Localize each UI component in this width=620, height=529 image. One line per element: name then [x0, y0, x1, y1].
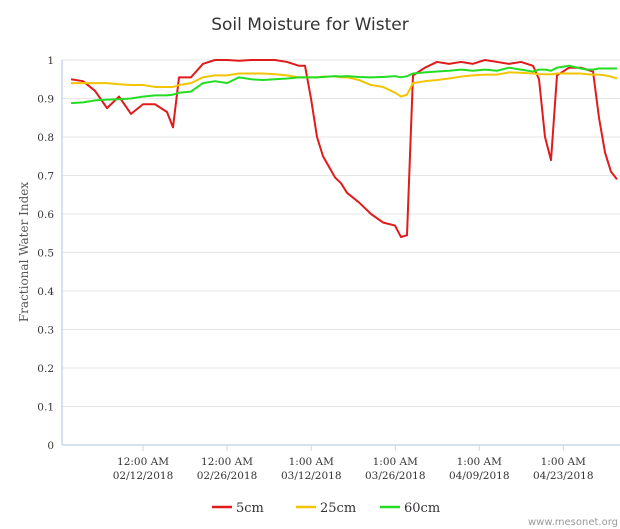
x-tick-label: 12:00 AM 02/12/2018: [113, 456, 174, 482]
legend-label: 5cm: [236, 501, 264, 516]
credit: www.mesonet.org: [528, 517, 618, 528]
x-tick-label-line: 03/26/2018: [365, 470, 426, 482]
y-tick-label: 0.4: [37, 286, 54, 298]
x-tick-label-line: 1:00 AM: [373, 456, 418, 468]
x-tick-label-line: 02/12/2018: [113, 470, 174, 482]
x-tick-label: 12:00 AM 02/26/2018: [197, 456, 258, 482]
x-tick-label: 1:00 AM 03/12/2018: [281, 456, 342, 482]
y-tick-label: 0.8: [37, 132, 54, 144]
series-line: [70, 64, 617, 105]
legend-label: 60cm: [404, 501, 440, 516]
x-tick-label-line: 1:00 AM: [289, 456, 334, 468]
series-line: [70, 59, 618, 239]
legend-item: 60cm: [380, 501, 440, 516]
y-tick-label: 0.6: [37, 209, 54, 221]
x-tick-label: 1:00 AM 04/09/2018: [449, 456, 510, 482]
legend-label: 25cm: [320, 501, 356, 516]
y-tick-label: 0.9: [37, 94, 54, 106]
legend-item: 25cm: [296, 501, 356, 516]
legend-item: 5cm: [212, 501, 264, 516]
y-axis-label: Fractional Water Index: [17, 182, 31, 323]
y-tick-label: 1: [47, 55, 54, 67]
y-tick-label: 0.2: [37, 363, 54, 375]
x-tick-label-line: 12:00 AM: [201, 456, 253, 468]
x-tick-label-line: 12:00 AM: [117, 456, 169, 468]
y-tick-label: 0.7: [37, 171, 54, 183]
y-tick-label: 0.5: [37, 248, 54, 260]
x-tick-label-line: 03/12/2018: [281, 470, 342, 482]
x-tick-label-line: 04/09/2018: [449, 470, 510, 482]
y-tick-label: 0: [47, 440, 54, 452]
x-tick-label-line: 1:00 AM: [457, 456, 502, 468]
chart-title: Soil Moisture for Wister: [211, 15, 409, 35]
series-line: [71, 71, 618, 98]
x-tick-label: 1:00 AM 04/23/2018: [533, 456, 594, 482]
x-tick-label-line: 1:00 AM: [541, 456, 586, 468]
x-tick-label: 1:00 AM 03/26/2018: [365, 456, 426, 482]
x-tick-label-line: 02/26/2018: [197, 470, 258, 482]
x-tick-label-line: 04/23/2018: [533, 470, 594, 482]
y-tick-label: 0.3: [37, 325, 54, 337]
y-tick-label: 0.1: [37, 402, 54, 414]
